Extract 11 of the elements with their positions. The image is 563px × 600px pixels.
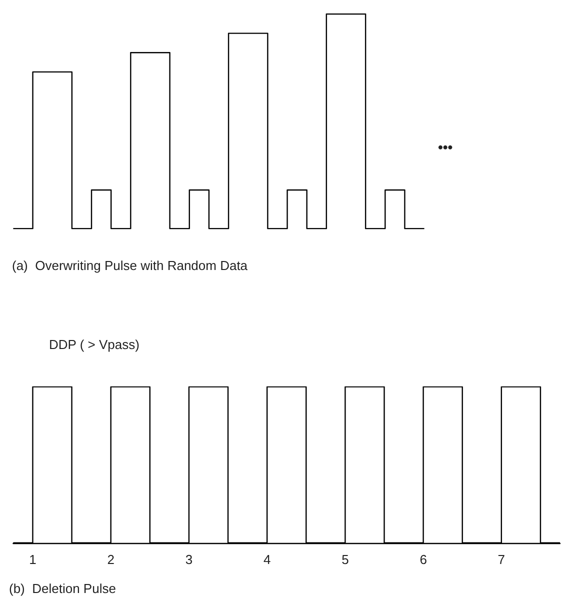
text: •••	[438, 139, 453, 155]
text: DDP ( > Vpass)	[49, 337, 140, 352]
x-tick-label: 1	[29, 552, 36, 567]
text: (b) Deletion Pulse	[9, 581, 116, 596]
x-tick-label: 2	[107, 552, 114, 567]
text: (a) Overwriting Pulse with Random Data	[12, 258, 248, 273]
x-tick-label: 6	[420, 552, 427, 567]
x-tick-label: 5	[342, 552, 349, 567]
x-tick-label: 3	[185, 552, 193, 567]
x-tick-label: 4	[263, 552, 271, 567]
x-tick-label: 7	[498, 552, 506, 567]
